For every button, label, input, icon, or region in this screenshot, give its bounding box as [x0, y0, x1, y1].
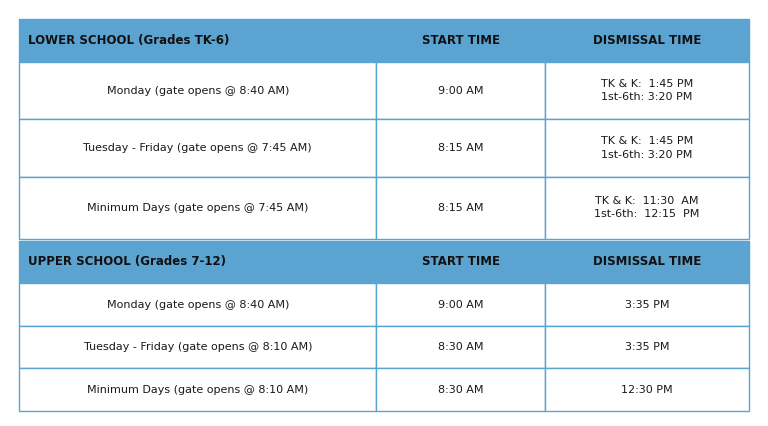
Bar	[19, 19, 376, 62]
Bar	[545, 177, 749, 239]
Text: 3:35 PM: 3:35 PM	[625, 342, 669, 352]
Text: 8:15 AM: 8:15 AM	[438, 143, 484, 153]
Text: Monday (gate opens @ 8:40 AM): Monday (gate opens @ 8:40 AM)	[107, 299, 289, 310]
Bar	[19, 119, 376, 177]
Text: UPPER SCHOOL (Grades 7-12): UPPER SCHOOL (Grades 7-12)	[28, 256, 227, 268]
Text: 8:30 AM: 8:30 AM	[438, 385, 484, 395]
Bar	[19, 241, 376, 283]
Bar	[376, 283, 545, 326]
Text: 12:30 PM: 12:30 PM	[621, 385, 673, 395]
Text: TK & K:  1:45 PM
1st-6th: 3:20 PM: TK & K: 1:45 PM 1st-6th: 3:20 PM	[601, 136, 694, 160]
Bar	[376, 368, 545, 411]
Text: DISMISSAL TIME: DISMISSAL TIME	[593, 256, 701, 268]
Bar	[19, 283, 376, 326]
Bar	[19, 62, 376, 119]
Bar	[545, 283, 749, 326]
Text: START TIME: START TIME	[422, 256, 500, 268]
Bar	[545, 241, 749, 283]
Text: 9:00 AM: 9:00 AM	[438, 86, 484, 95]
Bar	[376, 326, 545, 368]
Bar	[376, 119, 545, 177]
Text: Monday (gate opens @ 8:40 AM): Monday (gate opens @ 8:40 AM)	[107, 86, 289, 95]
Text: TK & K:  1:45 PM
1st-6th: 3:20 PM: TK & K: 1:45 PM 1st-6th: 3:20 PM	[601, 79, 694, 102]
Bar	[376, 177, 545, 239]
Bar	[545, 19, 749, 62]
Bar	[19, 177, 376, 239]
Bar	[545, 326, 749, 368]
Text: LOWER SCHOOL (Grades TK-6): LOWER SCHOOL (Grades TK-6)	[28, 34, 230, 47]
Bar	[19, 326, 376, 368]
Text: Tuesday - Friday (gate opens @ 7:45 AM): Tuesday - Friday (gate opens @ 7:45 AM)	[84, 143, 312, 153]
Text: Minimum Days (gate opens @ 8:10 AM): Minimum Days (gate opens @ 8:10 AM)	[87, 385, 309, 395]
Bar	[545, 368, 749, 411]
Text: Minimum Days (gate opens @ 7:45 AM): Minimum Days (gate opens @ 7:45 AM)	[87, 203, 309, 213]
Text: Tuesday - Friday (gate opens @ 8:10 AM): Tuesday - Friday (gate opens @ 8:10 AM)	[84, 342, 312, 352]
Text: 8:15 AM: 8:15 AM	[438, 203, 484, 213]
Text: 3:35 PM: 3:35 PM	[625, 299, 669, 310]
Text: DISMISSAL TIME: DISMISSAL TIME	[593, 34, 701, 47]
Bar	[376, 62, 545, 119]
Bar	[376, 19, 545, 62]
Text: 9:00 AM: 9:00 AM	[438, 299, 484, 310]
Text: START TIME: START TIME	[422, 34, 500, 47]
Bar	[545, 119, 749, 177]
Text: TK & K:  11:30  AM
1st-6th:  12:15  PM: TK & K: 11:30 AM 1st-6th: 12:15 PM	[594, 196, 700, 219]
Bar	[545, 62, 749, 119]
Bar	[19, 368, 376, 411]
Bar	[376, 241, 545, 283]
Text: 8:30 AM: 8:30 AM	[438, 342, 484, 352]
